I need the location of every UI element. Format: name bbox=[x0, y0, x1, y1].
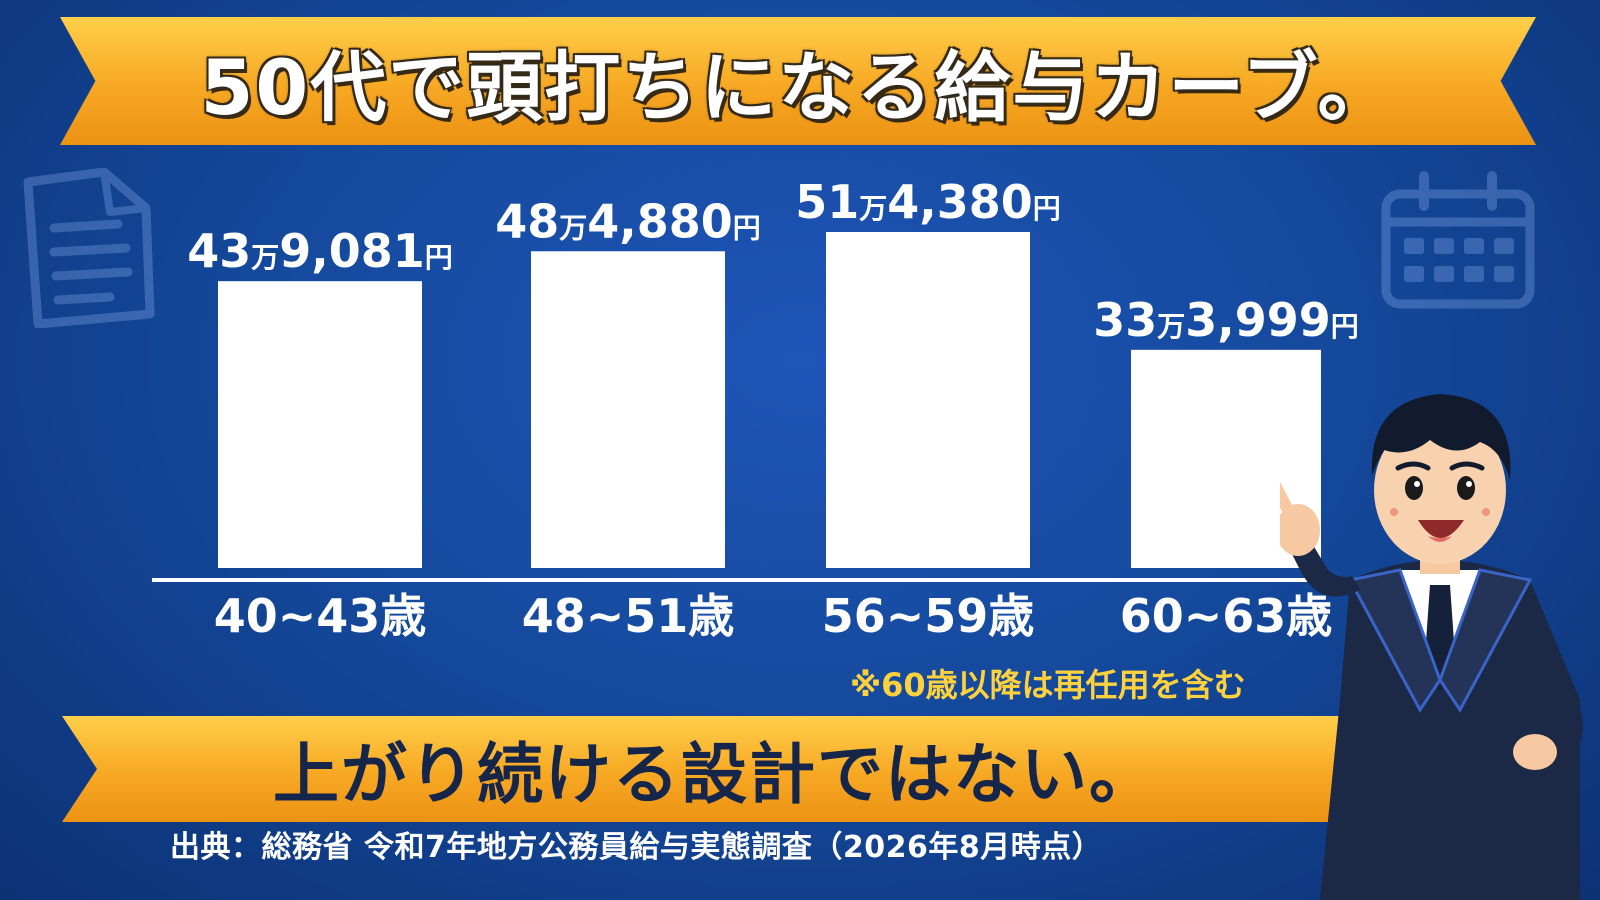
title-banner: 50代で頭打ちになる給与カーブ。 bbox=[60, 17, 1536, 145]
value-labels-group: 43万9,081円 48万4,880円 51万4,380円 33万3,999円 bbox=[187, 175, 1359, 347]
businessman-illustration bbox=[1280, 394, 1583, 900]
source-citation: 出典：総務省 令和7年地方公務員給与実態調査（2026年8月時点） bbox=[170, 830, 1103, 865]
value-label-1: 43万9,081円 bbox=[187, 224, 453, 278]
bar-1 bbox=[218, 281, 422, 568]
subtitle-banner: 上がり続ける設計ではない。 bbox=[62, 716, 1408, 822]
calendar-icon bbox=[1381, 171, 1535, 309]
value-label-4: 33万3,999円 bbox=[1093, 293, 1359, 347]
subtitle: 上がり続ける設計ではない。 bbox=[273, 736, 1157, 813]
bars-group bbox=[218, 232, 1321, 568]
value-label-2: 48万4,880円 bbox=[495, 194, 761, 248]
category-label-3: 56~59歳 bbox=[822, 589, 1035, 643]
hair bbox=[1371, 394, 1511, 480]
category-label-1: 40~43歳 bbox=[214, 589, 427, 643]
footnote: ※60歳以降は再任用を含む bbox=[850, 666, 1246, 704]
face bbox=[1374, 416, 1506, 564]
value-label-3: 51万4,380円 bbox=[795, 175, 1061, 229]
salary-bar-chart: 43万9,081円 48万4,880円 51万4,380円 33万3,999円 40~… bbox=[0, 0, 1600, 720]
page-title: 50代で頭打ちになる給与カーブ。 bbox=[200, 43, 1396, 132]
bar-2 bbox=[531, 251, 725, 568]
category-label-2: 48~51歳 bbox=[522, 589, 735, 643]
category-label-4: 60~63歳 bbox=[1120, 589, 1333, 643]
category-labels-group: 40~43歳 48~51歳 56~59歳 60~63歳 bbox=[214, 589, 1333, 643]
document-icon bbox=[23, 168, 155, 328]
bar-3 bbox=[826, 232, 1030, 568]
